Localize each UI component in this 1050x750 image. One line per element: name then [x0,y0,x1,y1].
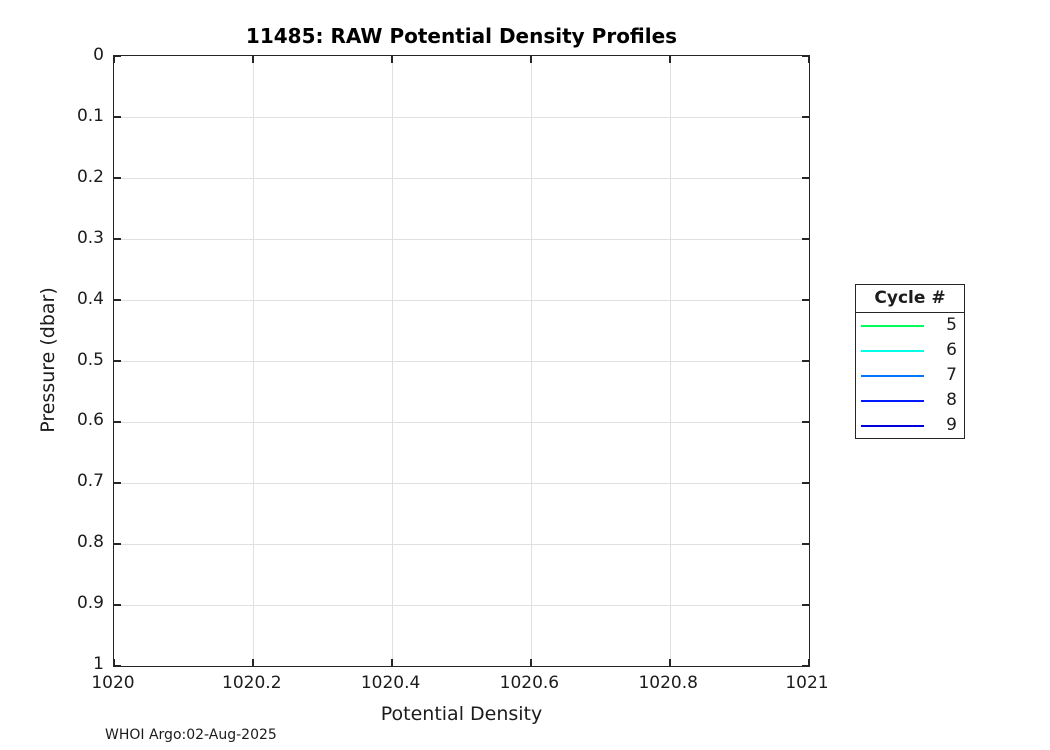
x-tick-mark [391,659,393,666]
x-tick-mark [669,56,671,63]
legend-line-sample [861,424,924,427]
y-tick-label: 0.9 [76,593,104,614]
legend-line-sample [861,349,924,352]
legend-entries: 5 6 7 8 9 [856,313,964,438]
y-gridline [114,604,809,606]
y-tick-mark [114,177,121,179]
x-tick-mark [530,56,532,63]
y-tick-label: 1 [93,654,104,674]
y-tick-mark [802,665,809,667]
y-tick-mark [802,299,809,301]
y-tick-mark [114,116,121,118]
y-tick-mark [114,482,121,484]
y-tick-mark [802,116,809,118]
y-tick-mark [114,55,121,57]
x-tick-mark [808,56,810,63]
y-tick-mark [802,482,809,484]
legend-title: Cycle # [856,285,964,313]
legend-row: 9 [856,413,964,438]
legend-entry-label: 8 [946,390,957,410]
x-tick-mark [391,56,393,63]
x-tick-label: 1020.6 [499,673,560,693]
y-tick-label: 0.1 [76,105,104,126]
legend-line-sample [861,324,924,327]
y-gridline [114,299,809,301]
x-tick-mark [808,659,810,666]
y-tick-mark [802,543,809,545]
y-tick-mark [802,177,809,179]
x-tick-mark [113,56,115,63]
x-tick-label: 1020.8 [638,673,698,693]
y-gridline [114,116,809,118]
x-tick-mark [252,56,254,63]
x-tick-label: 1020.4 [360,673,421,693]
y-tick-mark [802,360,809,362]
x-axis-label: Potential Density [380,703,543,725]
x-tick-mark [530,659,532,666]
y-tick-label: 0.3 [76,227,104,248]
y-tick-mark [802,238,809,240]
legend-row: 8 [856,388,964,413]
legend-row: 6 [856,338,964,363]
y-tick-label: 0.7 [76,471,104,492]
x-tick-label: 1021 [785,673,829,693]
legend-line-sample [861,374,924,377]
y-tick-mark [114,360,121,362]
legend-entry-label: 9 [946,415,957,435]
x-tick-mark [113,659,115,666]
legend-entry-label: 7 [946,365,957,385]
y-tick-label: 0.2 [76,166,104,187]
y-tick-mark [802,55,809,57]
y-tick-mark [114,665,121,667]
y-tick-mark [114,543,121,545]
y-tick-label: 0.8 [76,532,104,553]
y-tick-label: 0.6 [76,410,104,431]
legend-entry-label: 6 [946,340,957,360]
y-tick-mark [114,604,121,606]
legend-line-sample [861,399,924,402]
legend: Cycle # 5 6 7 8 9 [855,284,965,439]
plot-area [113,55,810,667]
y-tick-mark [114,238,121,240]
y-gridline [114,482,809,484]
y-gridline [114,421,809,423]
x-tick-mark [252,659,254,666]
y-tick-label: 0.4 [76,288,104,309]
y-tick-mark [802,604,809,606]
footer-note: WHOI Argo:02-Aug-2025 [105,727,277,743]
x-tick-label: 1020 [91,673,135,693]
y-tick-mark [802,421,809,423]
x-tick-label: 1020.2 [222,673,282,693]
y-gridline [114,360,809,362]
chart-title: 11485: RAW Potential Density Profiles [245,24,678,48]
legend-row: 7 [856,363,964,388]
y-tick-mark [114,299,121,301]
y-tick-label: 0 [93,45,104,65]
y-gridline [114,238,809,240]
y-tick-mark [114,421,121,423]
y-gridline [114,543,809,545]
legend-row: 5 [856,313,964,338]
x-tick-mark [669,659,671,666]
legend-entry-label: 5 [946,315,957,335]
y-gridline [114,177,809,179]
y-tick-label: 0.5 [76,349,104,370]
